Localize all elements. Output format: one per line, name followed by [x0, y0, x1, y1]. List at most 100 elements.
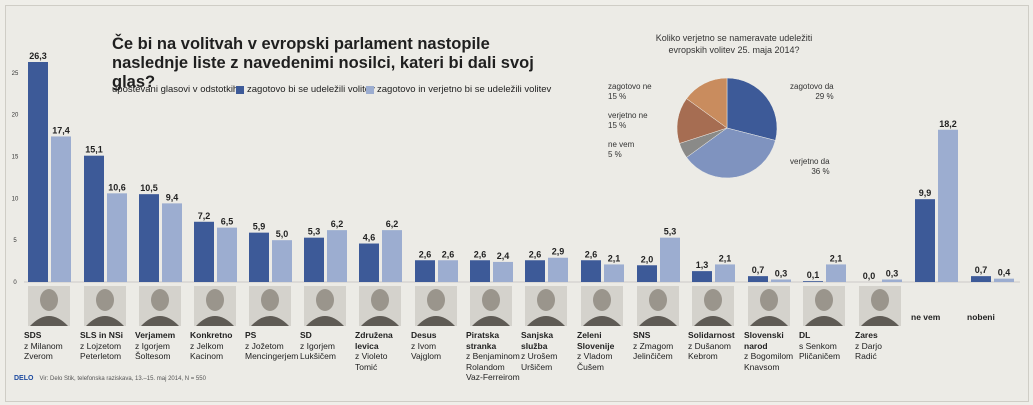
party-detail: Mencingerjem — [245, 351, 299, 361]
bar-value-label: 2,0 — [641, 254, 654, 264]
legend-item-series2: zagotovo in verjetno bi se udeležili vol… — [366, 84, 551, 95]
party-detail: Lukšičem — [300, 351, 336, 361]
y-tick-label: 20 — [12, 113, 19, 119]
bar-value-label: 0,7 — [752, 265, 765, 275]
candidate-photo — [470, 286, 512, 326]
bar-1-dl — [803, 281, 823, 282]
party-label: SNS z Zmagom Jelinčičem — [633, 330, 697, 362]
candidate-photo — [525, 286, 567, 326]
bar-value-label: 9,9 — [919, 188, 932, 198]
party-name: SD — [300, 330, 312, 340]
bar-value-label: 1,3 — [696, 260, 709, 270]
candidate-photo — [748, 286, 790, 326]
bar-value-label: 0,1 — [807, 270, 820, 280]
party-detail: Čušem — [577, 361, 604, 372]
bar-2-sanjska-služba — [548, 257, 568, 282]
candidate-photo — [304, 286, 346, 326]
pie-label-verjetno-da: verjetno da 36 % — [790, 157, 830, 176]
bar-value-label: 2,6 — [442, 249, 455, 259]
party-detail: Pličaničem — [799, 351, 841, 361]
bar-value-label: 0,0 — [863, 271, 876, 281]
bar-value-label: 0,4 — [998, 268, 1011, 278]
party-name: Konkretno — [190, 330, 233, 340]
party-label: PS z Jožetom Mencingerjem — [245, 330, 309, 362]
bar-2-desus — [438, 260, 458, 282]
party-label: SD z Igorjem Lukšičem — [300, 330, 364, 362]
bar-value-label: 5,9 — [253, 222, 266, 232]
source-text: Vir: Delo Stik, telefonska raziskava, 13… — [39, 376, 206, 382]
candidate-photo — [194, 286, 236, 326]
bar-2-slovenski-narod — [771, 279, 791, 282]
party-detail: narod — [744, 340, 768, 351]
bar-1-združena-levica — [359, 243, 379, 282]
source-note: DELO Vir: Delo Stik, telefonska raziskava… — [14, 375, 206, 382]
bar-value-label: 2,9 — [552, 247, 565, 257]
y-tick-label: 5 — [13, 238, 17, 244]
brand-logo: DELO — [14, 375, 34, 382]
bar-value-label: 4,6 — [363, 233, 376, 243]
candidate-photo — [28, 286, 70, 326]
bar-1-sns — [637, 265, 657, 282]
bar-1-desus — [415, 260, 435, 282]
bar-value-label: 2,4 — [497, 251, 510, 261]
legend-label-series1: zagotovo bi se udeležili volitev — [247, 84, 375, 95]
party-label: DL s Senkom Pličaničem — [799, 330, 863, 362]
chart-title: Če bi na volitvah v evropski parlament n… — [112, 35, 534, 91]
party-label: ne vem — [911, 312, 975, 323]
party-name: Verjamem — [135, 330, 176, 340]
bar-1-piratska-stranka — [470, 260, 490, 282]
party-name: Solidarnost — [688, 330, 735, 340]
bar-value-label: 0,3 — [886, 268, 899, 278]
pie-label-ne-vem: ne vem 5 % — [608, 140, 635, 159]
pie-label-verjetno-ne: verjetno ne 15 % — [608, 111, 648, 130]
chart-subtitle: upoštevani glasovi v odstotkih: — [112, 84, 241, 95]
bar-2-sd — [327, 230, 347, 282]
candidate-photo — [581, 286, 623, 326]
party-label: Solidarnost z Dušanom Kebrom — [688, 330, 752, 362]
party-detail: Knavsom — [744, 361, 780, 372]
candidate-photo — [859, 286, 901, 326]
party-detail: z Urošem — [521, 351, 558, 361]
party-detail: Slovenije — [577, 340, 615, 351]
party-name: Desus — [411, 330, 437, 340]
party-label: Zares z Darjo Radić — [855, 330, 919, 362]
party-detail: z Milanom — [24, 340, 63, 351]
y-tick-label: 0 — [13, 280, 17, 286]
bar-value-label: 5,0 — [276, 229, 289, 239]
party-detail: Vaz-Ferreirom — [466, 372, 520, 382]
party-detail: z Igorjem — [300, 340, 335, 351]
legend-swatch-series1 — [236, 85, 244, 94]
bar-2-ps — [272, 240, 292, 282]
party-detail: z Vladom — [577, 351, 613, 361]
bar-value-label: 18,2 — [939, 119, 957, 129]
bar-2-sns — [660, 237, 680, 282]
party-label: SLS in NSi z Lojzetom Peterletom — [80, 330, 144, 362]
party-detail: Rolandom — [466, 361, 505, 372]
bar-1-sds — [28, 62, 48, 282]
party-detail: z Violeto — [355, 351, 388, 361]
candidate-photo — [359, 286, 401, 326]
pie-label-zagotovo-da: zagotovo da 29 % — [790, 82, 834, 101]
y-tick-label: 25 — [12, 71, 19, 77]
party-name: ne vem — [911, 312, 941, 322]
bar-2-verjamem — [162, 203, 182, 282]
bar-1-sls-in-nsi — [84, 155, 104, 282]
y-tick-label: 15 — [12, 155, 19, 161]
bar-value-label: 0,3 — [775, 268, 788, 278]
party-detail: levica — [355, 340, 379, 351]
bar-value-label: 0,7 — [975, 265, 988, 275]
bar-1-verjamem — [139, 194, 159, 282]
bar-2-sls-in-nsi — [107, 193, 127, 282]
bar-value-label: 5,3 — [308, 227, 321, 237]
party-detail: Tomić — [355, 361, 378, 372]
party-name: DL — [799, 330, 811, 340]
party-name: Piratska stranka — [466, 330, 500, 351]
pie-title: Koliko verjetno se nameravate udeležiti … — [655, 33, 813, 55]
party-name: Sanjska — [521, 330, 554, 340]
legend-item-series1: zagotovo bi se udeležili volitev — [236, 84, 375, 95]
bar-value-label: 17,4 — [52, 125, 70, 135]
party-detail: služba — [521, 340, 548, 351]
bar-value-label: 2,6 — [529, 249, 542, 259]
bar-1-nobeni — [971, 276, 991, 282]
party-label: SDS z Milanom Zverom — [24, 330, 88, 362]
